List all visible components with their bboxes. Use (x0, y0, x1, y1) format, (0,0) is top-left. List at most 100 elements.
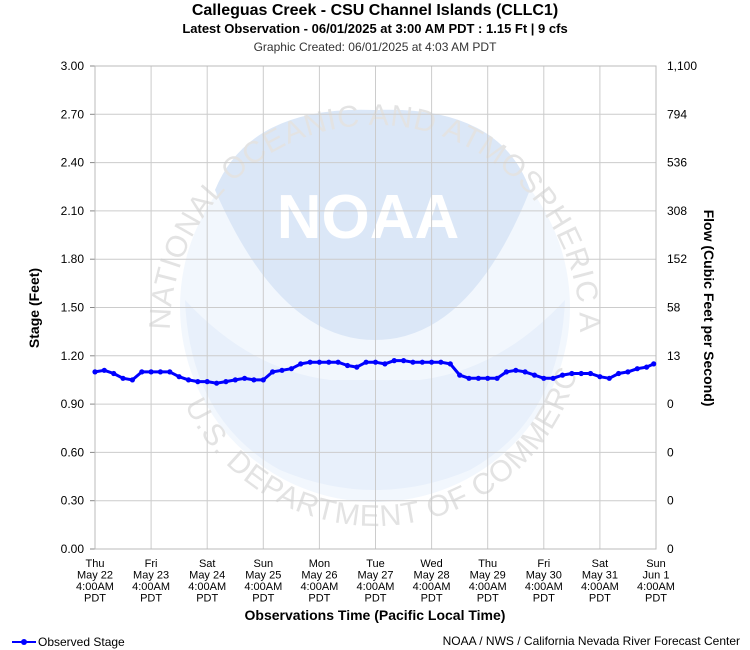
y2-tick-label: 0 (667, 494, 674, 508)
y2-tick-label: 13 (667, 349, 681, 363)
observed-stage-point (541, 375, 547, 381)
chart-title: Calleguas Creek - CSU Channel Islands (C… (191, 2, 559, 19)
observed-stage-point (391, 358, 397, 364)
x-tick-label: Thu May 29 4:00AM PDT (469, 558, 507, 605)
observed-stage-point (401, 358, 407, 364)
observed-stage-point (204, 379, 210, 385)
observed-stage-point (410, 359, 416, 365)
observed-stage-point (344, 362, 351, 369)
x-tick-label: Fri May 30 4:00AM PDT (525, 558, 563, 605)
y-tick-label: 1.50 (61, 301, 85, 315)
y2-tick-label: 0 (667, 542, 674, 556)
x-tick-label: Sun Jun 1 4:00AM PDT (637, 558, 675, 605)
observed-stage-point (214, 380, 220, 386)
y-tick-label: 2.10 (61, 204, 85, 218)
observed-stage-point (242, 375, 248, 381)
observed-stage-point (578, 370, 584, 377)
observed-stage-point (597, 374, 603, 380)
y-tick-label: 2.40 (61, 156, 85, 170)
observed-stage-point (195, 379, 201, 385)
observed-stage-point (157, 369, 163, 375)
observed-stage-point (503, 369, 509, 375)
observed-stage-point (559, 372, 566, 378)
y2-tick-label: 794 (667, 107, 687, 121)
y-tick-label: 1.20 (61, 349, 85, 363)
x-tick-label: Thu May 22 4:00AM PDT (76, 558, 114, 605)
y-tick-label: 1.80 (61, 252, 85, 266)
observed-stage-point (625, 369, 631, 375)
x-tick-label: Fri May 23 4:00AM PDT (132, 558, 170, 605)
observed-stage-point (466, 375, 472, 381)
observed-stage-point (485, 375, 491, 381)
observed-stage-point (363, 359, 369, 365)
watermark-logo-text: NOAA (277, 183, 460, 252)
observed-stage-point (438, 359, 444, 365)
observed-stage-point (475, 375, 481, 381)
x-tick-label: Mon May 26 4:00AM PDT (300, 558, 338, 605)
observed-stage-point (316, 359, 322, 365)
x-tick-label: Sat May 24 4:00AM PDT (188, 558, 226, 605)
observed-stage-point (326, 359, 332, 365)
observed-stage-point (494, 375, 500, 381)
y2-tick-label: 536 (667, 156, 687, 170)
x-tick-label: Wed May 28 4:00AM PDT (413, 558, 451, 605)
y-tick-label: 0.90 (61, 397, 85, 411)
graphic-created: Graphic Created: 06/01/2025 at 4:03 AM P… (253, 40, 497, 54)
observed-stage-point (185, 377, 192, 383)
observed-stage-point (288, 366, 294, 372)
observed-stage-point (457, 372, 463, 378)
credit-text: NOAA / NWS / California Nevada River For… (442, 634, 740, 648)
observed-stage-point (651, 361, 657, 367)
observed-stage-point (513, 367, 519, 373)
observed-stage-point (382, 361, 388, 367)
latest-observation: Latest Observation - 06/01/2025 at 3:00 … (182, 21, 568, 36)
plot-frame (94, 65, 657, 550)
observed-stage-point (429, 359, 435, 365)
x-axis-ticks: Thu May 22 4:00AM PDT Fri May 23 4:00AM PDT Sat M… (76, 558, 675, 605)
y-tick-label: 3.00 (61, 59, 85, 73)
observed-stage-point (522, 369, 528, 375)
observed-stage-point (111, 370, 117, 377)
observed-stage-point (634, 366, 640, 372)
y2-axis-ticks: 0 0 0 0 13 58 152 308 536 794 1,100 (667, 59, 697, 556)
y2-axis-label: Flow (Cubic Feet per Second) (701, 210, 717, 407)
observed-stage-point (260, 377, 266, 383)
observed-stage-point (587, 370, 594, 377)
y-tick-label: 0.60 (61, 445, 85, 459)
x-tick-label: Sun May 25 4:00AM PDT (244, 558, 282, 605)
observed-stage-series (92, 358, 657, 386)
observed-stage-point (139, 369, 145, 375)
observed-stage-point (307, 359, 313, 365)
observed-stage-point (531, 372, 538, 378)
y2-tick-label: 152 (667, 252, 687, 266)
observed-stage-point (550, 375, 556, 381)
observed-stage-point (251, 377, 257, 383)
observed-stage-point (148, 369, 154, 375)
y-axis-label: Stage (Feet) (26, 268, 42, 348)
y2-tick-label: 1,100 (667, 59, 697, 73)
observed-stage-point (101, 367, 107, 373)
observed-stage-point (335, 359, 341, 365)
y-axis-ticks: 0.00 0.30 0.60 0.90 1.20 1.50 1.80 2.10 2.40 2.70… (61, 59, 85, 556)
observed-stage-point (92, 369, 98, 375)
observed-stage-point (176, 374, 182, 380)
observed-stage-point (569, 370, 575, 377)
observed-stage-point (167, 369, 173, 375)
y2-tick-label: 0 (667, 445, 674, 459)
observed-stage-point (616, 370, 622, 377)
x-tick-label: Sat May 31 4:00AM PDT (581, 558, 619, 605)
observed-stage-point (354, 364, 360, 370)
x-axis-label: Observations Time (Pacific Local Time) (245, 607, 506, 623)
observed-stage-point (232, 377, 238, 383)
legend-label: Observed Stage (38, 635, 125, 649)
y2-tick-label: 0 (667, 397, 674, 411)
observed-stage-point (644, 364, 650, 370)
observed-stage-point (447, 361, 453, 367)
legend: Observed Stage (12, 635, 125, 649)
observed-stage-point (298, 361, 304, 367)
observed-stage-point (372, 359, 379, 365)
observed-stage-point (129, 377, 135, 383)
x-tick-label: Tue May 27 4:00AM PDT (357, 558, 395, 605)
